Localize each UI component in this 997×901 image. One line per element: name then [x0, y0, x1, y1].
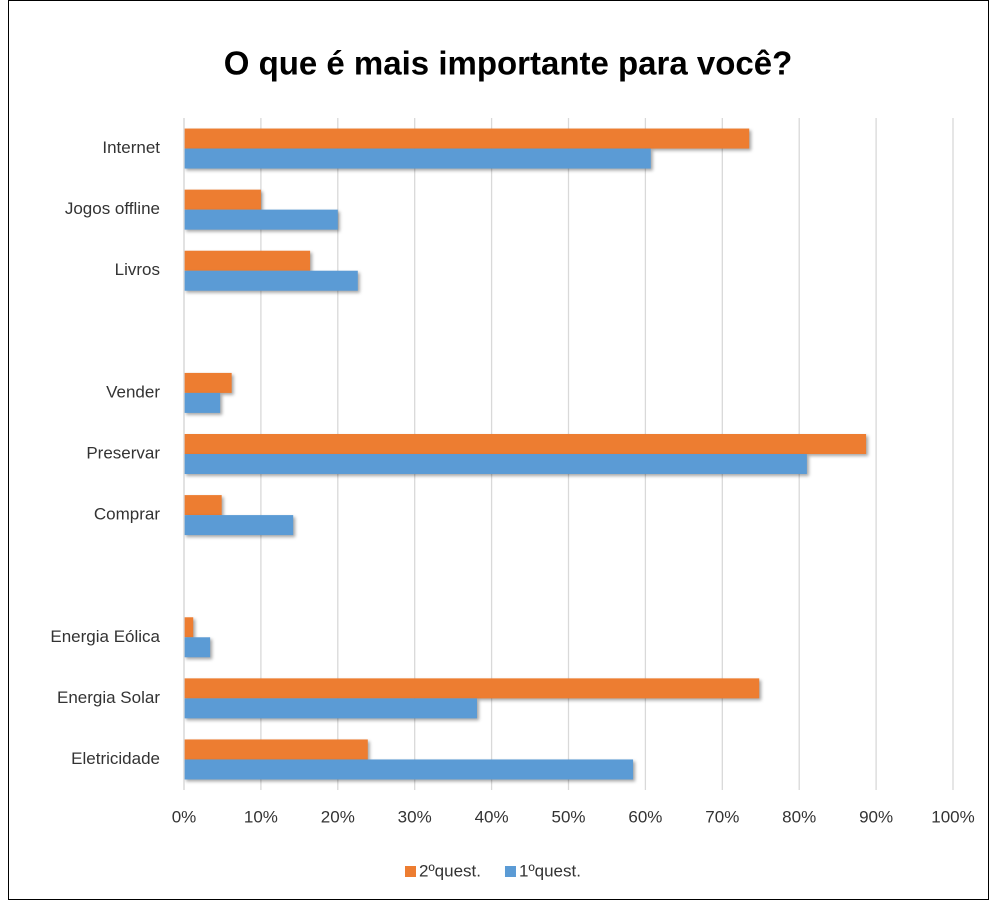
x-tick-label: 0%: [172, 807, 197, 826]
x-tick-label: 80%: [782, 807, 816, 826]
y-tick-label: Comprar: [94, 505, 160, 524]
x-tick-label: 10%: [244, 807, 278, 826]
bar: [184, 637, 211, 658]
x-tick-label: 60%: [628, 807, 662, 826]
legend-swatch: [405, 866, 416, 877]
bar: [184, 617, 194, 638]
x-tick-label: 50%: [551, 807, 585, 826]
x-tick-label: 40%: [475, 807, 509, 826]
bar: [184, 148, 651, 169]
bar: [184, 759, 634, 780]
bar: [184, 698, 477, 719]
y-tick-label: Livros: [115, 260, 160, 279]
bar: [184, 434, 867, 454]
y-tick-label: Vender: [106, 382, 160, 401]
x-tick-label: 100%: [931, 807, 974, 826]
bar: [184, 209, 338, 230]
x-tick-label: 20%: [321, 807, 355, 826]
y-tick-label: Jogos offline: [65, 199, 160, 218]
x-tick-label: 90%: [859, 807, 893, 826]
y-tick-label: Internet: [102, 138, 160, 157]
y-tick-label: Preservar: [86, 443, 160, 462]
bar: [184, 128, 750, 149]
bar: [184, 495, 222, 516]
bar: [184, 678, 760, 699]
bar: [184, 739, 368, 760]
y-tick-label: Energia Solar: [57, 688, 160, 707]
chart-title: O que é mais importante para você?: [224, 45, 793, 82]
bar: [184, 372, 232, 393]
legend-swatch: [504, 866, 516, 877]
legend-label: 1ºquest.: [519, 861, 581, 880]
bar: [184, 270, 358, 291]
bar: [184, 392, 221, 413]
y-tick-label: Eletricidade: [71, 749, 160, 768]
bar: [184, 515, 294, 536]
x-tick-label: 30%: [398, 807, 432, 826]
x-tick-label: 70%: [705, 807, 739, 826]
bar: [184, 189, 261, 210]
bar: [184, 250, 311, 271]
bar: [184, 454, 807, 474]
y-tick-label: Energia Eólica: [50, 627, 160, 646]
legend-label: 2ºquest.: [419, 861, 481, 880]
